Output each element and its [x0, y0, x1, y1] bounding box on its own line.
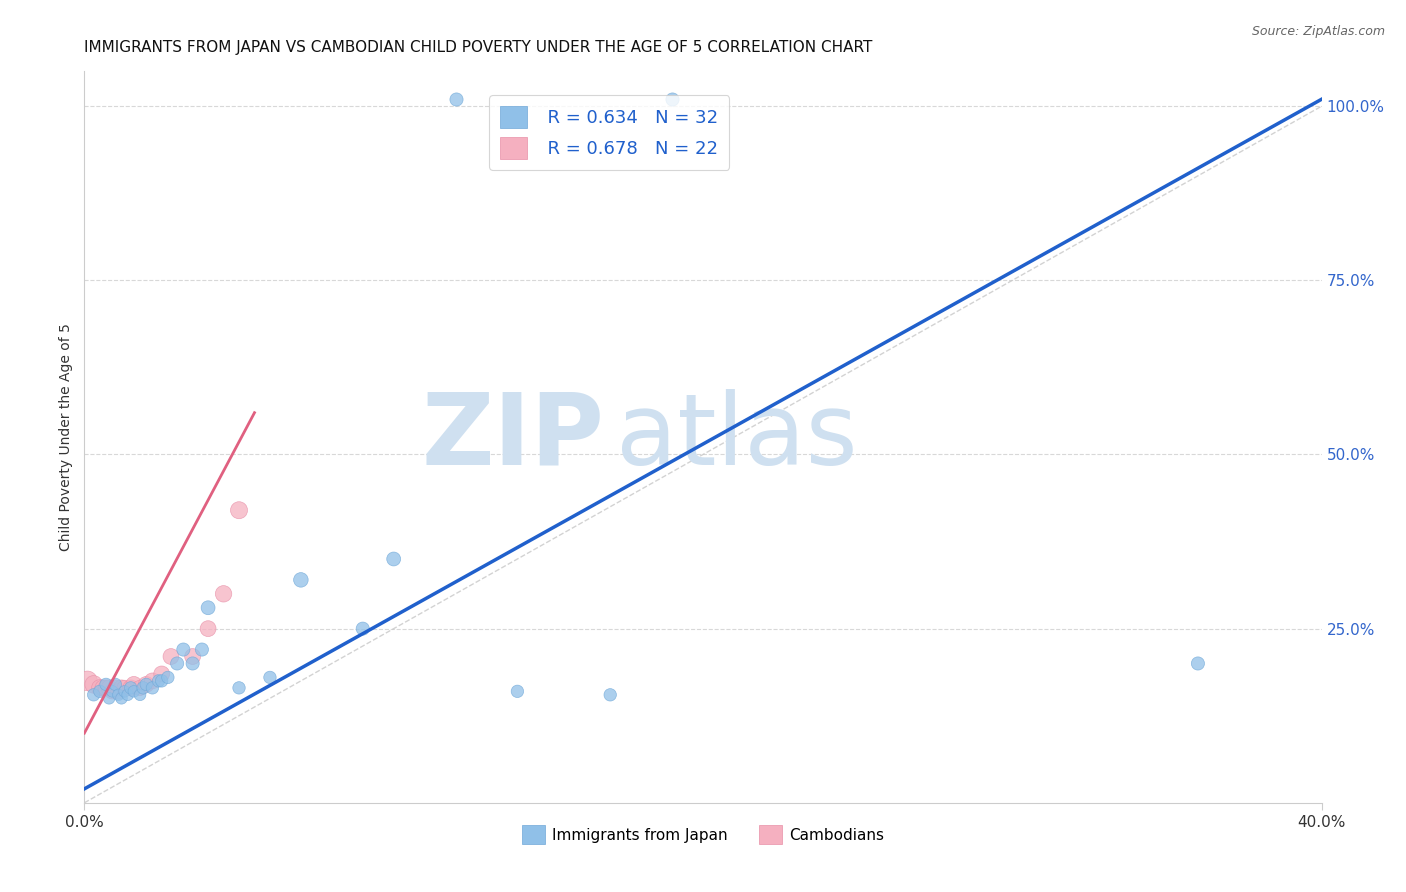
Point	[129, 688, 152, 702]
Point	[228, 503, 250, 517]
Point	[228, 681, 250, 695]
Point	[98, 681, 121, 695]
Point	[107, 684, 129, 698]
Point	[181, 657, 204, 671]
Point	[104, 677, 127, 691]
Y-axis label: Child Poverty Under the Age of 5: Child Poverty Under the Age of 5	[59, 323, 73, 551]
Point	[132, 681, 155, 695]
Point	[172, 642, 194, 657]
Point	[191, 642, 214, 657]
Point	[94, 677, 117, 691]
Point	[114, 681, 136, 695]
Point	[107, 688, 129, 702]
Point	[83, 677, 105, 691]
Point	[120, 681, 142, 695]
Point	[156, 670, 179, 684]
Point	[166, 657, 188, 671]
Point	[160, 649, 183, 664]
Point	[150, 667, 173, 681]
Point	[150, 673, 173, 688]
Point	[444, 92, 467, 106]
Point	[110, 681, 132, 695]
Point	[83, 688, 105, 702]
Point	[197, 600, 219, 615]
Point	[104, 681, 127, 695]
Point	[181, 649, 204, 664]
Legend: Immigrants from Japan, Cambodians: Immigrants from Japan, Cambodians	[516, 819, 890, 850]
Point	[141, 681, 163, 695]
Point	[599, 688, 621, 702]
Point	[290, 573, 312, 587]
Point	[101, 684, 124, 698]
Point	[1187, 657, 1209, 671]
Point	[114, 684, 136, 698]
Point	[352, 622, 374, 636]
Point	[197, 622, 219, 636]
Point	[122, 677, 145, 691]
Point	[98, 691, 121, 706]
Point	[117, 688, 139, 702]
Point	[120, 681, 142, 695]
Text: Source: ZipAtlas.com: Source: ZipAtlas.com	[1251, 25, 1385, 38]
Point	[506, 684, 529, 698]
Point	[259, 670, 281, 684]
Point	[212, 587, 235, 601]
Text: IMMIGRANTS FROM JAPAN VS CAMBODIAN CHILD POVERTY UNDER THE AGE OF 5 CORRELATION : IMMIGRANTS FROM JAPAN VS CAMBODIAN CHILD…	[84, 40, 873, 55]
Point	[135, 677, 157, 691]
Point	[94, 681, 117, 695]
Point	[91, 681, 114, 695]
Point	[76, 673, 98, 688]
Point	[89, 684, 111, 698]
Point	[101, 684, 124, 698]
Point	[148, 673, 170, 688]
Point	[135, 677, 157, 691]
Point	[141, 673, 163, 688]
Point	[382, 552, 405, 566]
Point	[89, 681, 111, 695]
Point	[110, 691, 132, 706]
Text: atlas: atlas	[616, 389, 858, 485]
Point	[661, 92, 683, 106]
Text: ZIP: ZIP	[422, 389, 605, 485]
Point	[129, 681, 152, 695]
Point	[122, 684, 145, 698]
